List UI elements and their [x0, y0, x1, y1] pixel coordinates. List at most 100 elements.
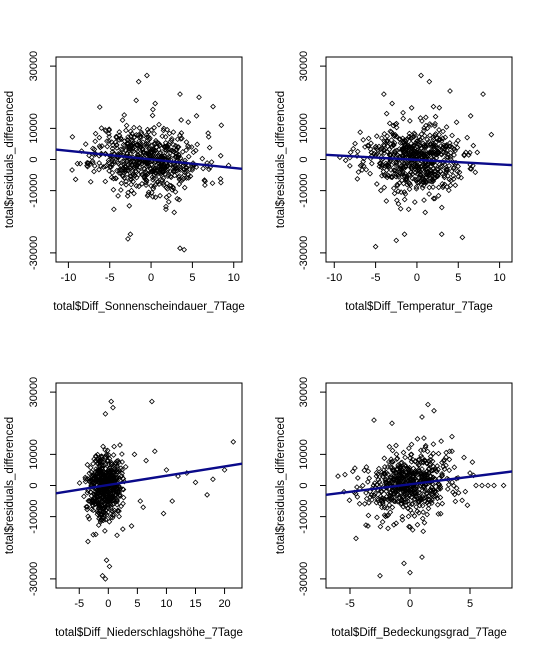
data-point	[114, 463, 120, 470]
data-point	[385, 162, 392, 169]
data-point	[217, 175, 224, 182]
data-point	[417, 168, 424, 175]
data-point	[407, 476, 413, 482]
data-point	[373, 181, 380, 187]
data-point	[373, 151, 380, 157]
data-point	[131, 173, 138, 179]
data-point	[196, 94, 202, 101]
data-point	[421, 132, 428, 139]
data-point	[96, 166, 102, 173]
data-point	[173, 146, 180, 153]
data-point	[113, 142, 120, 149]
data-point	[91, 168, 97, 175]
data-point	[408, 160, 415, 167]
data-point	[424, 448, 431, 455]
data-point	[102, 503, 109, 510]
data-point	[177, 91, 183, 97]
data-point	[111, 443, 117, 450]
data-point	[125, 236, 131, 242]
data-point	[391, 167, 397, 173]
data-point	[106, 461, 112, 468]
data-point	[373, 499, 380, 506]
data-point	[77, 160, 84, 167]
data-point	[92, 479, 99, 486]
data-point	[422, 498, 428, 505]
data-point	[168, 137, 175, 144]
data-point	[143, 457, 149, 464]
data-point	[393, 477, 400, 483]
data-point	[403, 175, 410, 181]
data-point	[386, 120, 393, 127]
data-point	[119, 459, 126, 465]
data-point	[408, 104, 415, 111]
data-point	[109, 496, 115, 503]
data-point	[376, 465, 382, 472]
data-point	[113, 458, 120, 465]
data-point	[390, 185, 397, 192]
data-point	[387, 141, 394, 148]
data-point	[150, 147, 156, 154]
data-point	[424, 172, 430, 178]
data-point	[91, 163, 98, 169]
data-point	[94, 451, 101, 458]
y-axis: -30000 -10000 0 10000 30000	[298, 51, 326, 270]
data-point	[381, 172, 388, 178]
data-point	[419, 118, 425, 124]
data-point	[210, 103, 216, 110]
data-point	[397, 205, 404, 212]
data-point	[467, 165, 474, 172]
data-point	[137, 143, 144, 150]
data-point	[382, 479, 389, 485]
data-point	[201, 177, 208, 183]
data-point	[365, 468, 372, 475]
data-point	[421, 125, 427, 131]
data-point	[177, 165, 184, 172]
data-point	[170, 185, 177, 191]
data-point	[96, 160, 103, 166]
data-point	[405, 134, 412, 141]
data-point	[419, 471, 426, 478]
data-point	[407, 569, 413, 576]
data-point	[389, 100, 395, 107]
data-point	[400, 115, 407, 122]
data-point	[435, 481, 442, 488]
data-point	[386, 502, 393, 508]
data-point	[208, 159, 215, 165]
data-point	[390, 521, 397, 528]
data-point	[437, 163, 444, 170]
data-point	[152, 194, 159, 201]
data-point	[399, 177, 405, 184]
data-point	[426, 78, 433, 85]
x-tick-label: 0	[148, 272, 154, 284]
data-point	[434, 501, 441, 508]
data-point	[393, 237, 400, 244]
y-tick-label: -30000	[298, 236, 310, 270]
data-point	[127, 128, 134, 135]
data-point	[124, 193, 131, 199]
data-point	[411, 469, 418, 475]
data-point	[176, 181, 183, 187]
data-point	[103, 557, 110, 564]
data-point	[432, 195, 438, 202]
x-tick-label: -5	[105, 272, 115, 284]
data-point	[104, 458, 111, 465]
data-point	[104, 512, 110, 518]
data-point	[144, 72, 150, 79]
data-point	[176, 173, 183, 179]
x-tick-label: 10	[493, 272, 505, 284]
data-point	[123, 178, 129, 185]
data-point	[95, 502, 102, 508]
data-point	[395, 495, 402, 501]
data-point	[109, 158, 115, 164]
data-point	[367, 170, 373, 177]
data-point	[96, 104, 103, 110]
data-point	[69, 134, 76, 140]
data-point	[440, 458, 447, 464]
data-point	[473, 482, 479, 489]
data-point	[449, 479, 456, 486]
data-point	[397, 470, 403, 476]
data-point	[367, 146, 374, 153]
data-point	[143, 132, 150, 138]
data-point	[169, 498, 176, 504]
x-tick-label: 10	[160, 598, 172, 610]
